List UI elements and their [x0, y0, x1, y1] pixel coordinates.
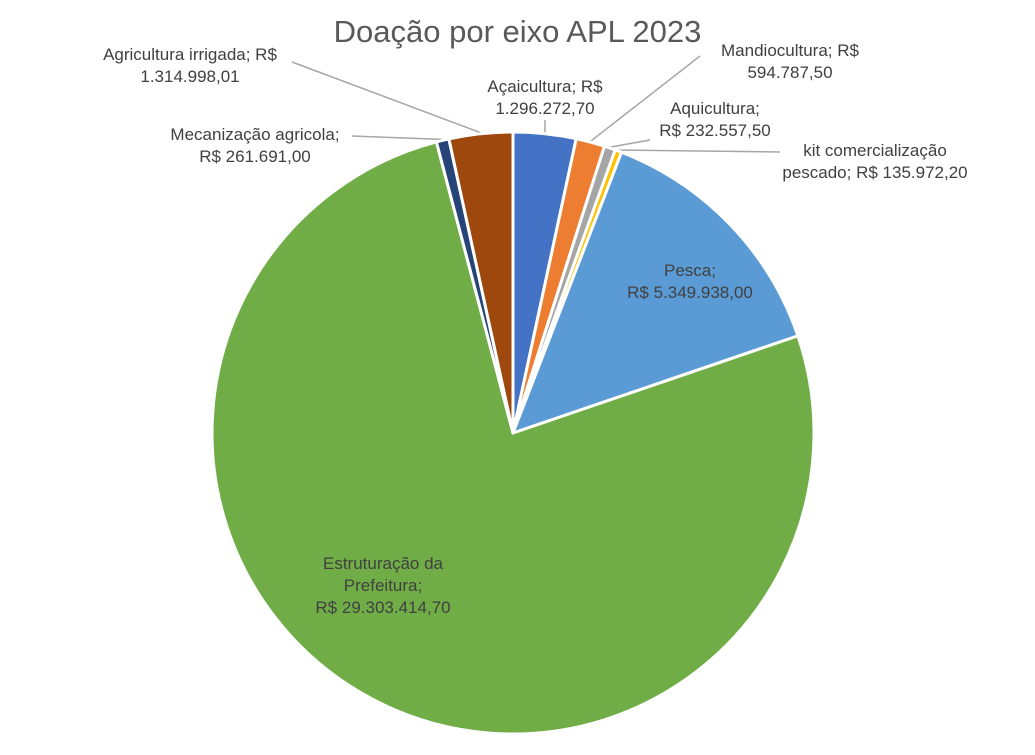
leader-lines	[291, 55, 781, 153]
label-mandiocultura: Mandiocultura; R$ 594.787,50	[721, 41, 859, 82]
pie-slice-7	[447, 130, 515, 435]
label-acaicultura: Açaicultura; R$ 1.296.272,70	[487, 77, 603, 118]
leader-line-7	[291, 61, 481, 134]
leader-line-3	[618, 149, 781, 153]
label-aquicultura: Aquicultura; R$ 232.557,50	[659, 99, 771, 140]
label-agricultura-irrigada: Agricultura irrigada; R$ 1.314.998,01	[103, 45, 277, 86]
label-mecanizacao: Mecanização agricola; R$ 261.691,00	[170, 125, 340, 166]
leader-line-2	[610, 139, 651, 148]
chart-title: Doação por eixo APL 2023	[333, 14, 702, 49]
label-estruturacao: Estruturação da Prefeitura; R$ 29.303.414,…	[315, 554, 451, 617]
leader-line-6	[351, 135, 443, 141]
pie-slice-4	[511, 150, 800, 435]
label-pesca: Pesca; R$ 5.349.938,00	[627, 261, 753, 302]
pie-slice-5	[210, 140, 816, 736]
label-kit-comercializacao: kit comercialização pescado; R$ 135.972,2…	[782, 141, 968, 182]
pie-slices	[210, 130, 816, 736]
leader-line-1	[590, 55, 701, 142]
